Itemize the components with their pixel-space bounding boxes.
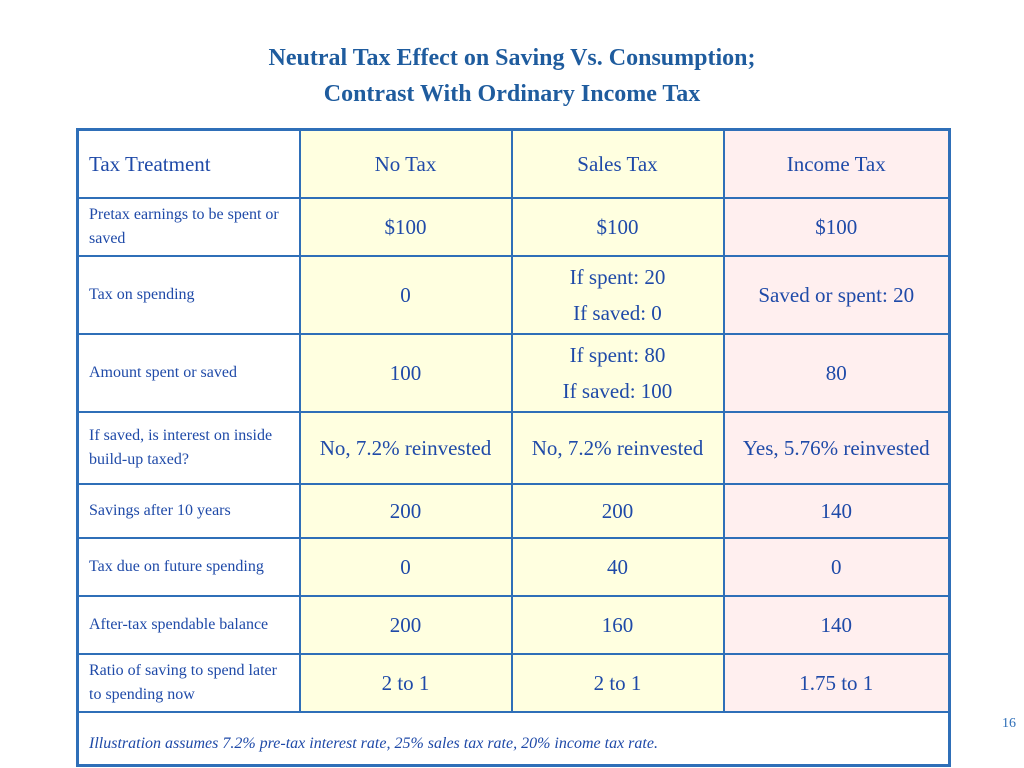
cell-sales-tax: No, 7.2% reinvested	[510, 410, 725, 485]
table-row: Tax due on future spending 0 40 0	[76, 536, 951, 597]
table-row: Pretax earnings to be spent or saved $10…	[76, 196, 951, 257]
cell-income-tax: 140	[722, 594, 951, 655]
slide-title: Neutral Tax Effect on Saving Vs. Consump…	[0, 40, 1024, 112]
footnote-row: Illustration assumes 7.2% pre-tax intere…	[76, 710, 951, 767]
cell-sales-tax: If spent: 80 If saved: 100	[510, 332, 725, 413]
header-tax-treatment: Tax Treatment	[76, 128, 301, 199]
table-row: Amount spent or saved 100 If spent: 80 I…	[76, 332, 951, 413]
cell-income-tax: $100	[722, 196, 951, 257]
page-number: 16	[1002, 716, 1016, 731]
cell-sales-tax: 40	[510, 536, 725, 597]
cell-income-tax: 0	[722, 536, 951, 597]
comparison-table: Tax Treatment No Tax Sales Tax Income Ta…	[76, 128, 951, 767]
cell-sales-tax: If spent: 20 If saved: 0	[510, 254, 725, 335]
table-row: If saved, is interest on inside build-up…	[76, 410, 951, 485]
row-label: Amount spent or saved	[76, 332, 301, 413]
row-label: Tax on spending	[76, 254, 301, 335]
cell-sales-tax: 2 to 1	[510, 652, 725, 713]
cell-sales-tax: 200	[510, 482, 725, 539]
header-income-tax: Income Tax	[722, 128, 951, 199]
table-row: After-tax spendable balance 200 160 140	[76, 594, 951, 655]
cell-income-tax: 1.75 to 1	[722, 652, 951, 713]
row-label: Tax due on future spending	[76, 536, 301, 597]
footnote: Illustration assumes 7.2% pre-tax intere…	[76, 710, 951, 767]
header-sales-tax: Sales Tax	[510, 128, 725, 199]
cell-no-tax: No, 7.2% reinvested	[298, 410, 513, 485]
row-label: Ratio of saving to spend later to spendi…	[76, 652, 301, 713]
cell-income-tax: 80	[722, 332, 951, 413]
table-row: Ratio of saving to spend later to spendi…	[76, 652, 951, 713]
table-row: Savings after 10 years 200 200 140	[76, 482, 951, 539]
cell-no-tax: 200	[298, 594, 513, 655]
title-line-1: Neutral Tax Effect on Saving Vs. Consump…	[268, 45, 756, 71]
row-label: Pretax earnings to be spent or saved	[76, 196, 301, 257]
cell-no-tax: 0	[298, 536, 513, 597]
row-label: If saved, is interest on inside build-up…	[76, 410, 301, 485]
cell-sales-tax: $100	[510, 196, 725, 257]
sales-tax-line-1: If spent: 20	[569, 264, 666, 289]
sales-tax-line-1: If spent: 80	[569, 342, 666, 367]
sales-tax-line-2: If saved: 100	[562, 378, 673, 403]
cell-no-tax: $100	[298, 196, 513, 257]
cell-income-tax: Saved or spent: 20	[722, 254, 951, 335]
sales-tax-line-2: If saved: 0	[573, 300, 662, 325]
table-header-row: Tax Treatment No Tax Sales Tax Income Ta…	[76, 128, 951, 199]
cell-income-tax: Yes, 5.76% reinvested	[722, 410, 951, 485]
cell-sales-tax: 160	[510, 594, 725, 655]
header-no-tax: No Tax	[298, 128, 513, 199]
cell-no-tax: 100	[298, 332, 513, 413]
cell-income-tax: 140	[722, 482, 951, 539]
row-label: Savings after 10 years	[76, 482, 301, 539]
cell-no-tax: 200	[298, 482, 513, 539]
title-line-2: Contrast With Ordinary Income Tax	[323, 81, 701, 107]
table-row: Tax on spending 0 If spent: 20 If saved:…	[76, 254, 951, 335]
row-label: After-tax spendable balance	[76, 594, 301, 655]
cell-no-tax: 2 to 1	[298, 652, 513, 713]
cell-no-tax: 0	[298, 254, 513, 335]
